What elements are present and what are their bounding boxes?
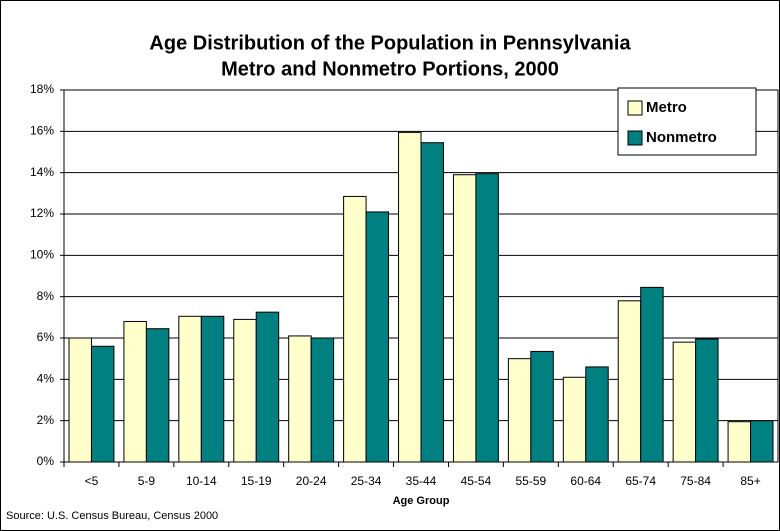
bar [475,173,499,463]
bar [233,318,257,463]
x-tick-label: <5 [85,474,99,488]
y-tick-label: 12% [30,206,54,220]
x-tick-label: 55-59 [515,474,546,488]
y-tick-label: 0% [37,454,55,468]
x-axis-label: Age Group [393,495,450,507]
bar [672,341,697,463]
x-tick-label: 45-54 [461,474,492,488]
bar [68,337,92,463]
chart-title: Metro and Nonmetro Portions, 2000 [221,58,559,80]
bar [145,328,170,463]
bar [727,421,752,463]
bar [178,315,202,463]
chart-title: Age Distribution of the Population in Pe… [149,32,631,54]
bar [585,366,609,463]
source-note: Source: U.S. Census Bureau, Census 2000 [6,510,218,522]
legend-label: Nonmetro [646,129,717,146]
bar [288,335,312,463]
x-tick-label: 10-14 [186,474,217,488]
bar [200,315,225,463]
bar [365,211,390,463]
x-tick-label: 15-19 [241,474,272,488]
x-tick-label: 60-64 [570,474,601,488]
legend-swatch [627,130,643,146]
x-tick-label: 35-44 [406,474,437,488]
y-tick-label: 18% [30,82,54,96]
bar [617,300,642,463]
legend-label: Metro [646,99,687,116]
x-tick-label: 75-84 [680,474,711,488]
bar [123,320,147,463]
y-tick-label: 6% [37,330,55,344]
bar [255,311,280,463]
y-tick-label: 14% [30,165,54,179]
bar [507,358,532,463]
x-tick-label: 85+ [740,474,760,488]
bar [398,131,422,463]
y-tick-label: 2% [37,413,55,427]
y-tick-label: 10% [30,248,54,262]
x-tick-label: 5-9 [138,474,156,488]
bar [530,350,554,463]
y-tick-label: 8% [37,289,55,303]
bar [310,337,335,463]
bar [420,142,444,463]
y-tick-label: 4% [37,372,55,386]
bar [90,345,115,463]
x-tick-label: 25-34 [351,474,382,488]
bar [343,195,367,463]
bar [452,174,477,463]
bar [640,286,664,463]
legend-swatch [627,100,643,116]
x-tick-label: 65-74 [625,474,656,488]
x-tick-label: 20-24 [296,474,327,488]
y-tick-label: 16% [30,124,54,138]
bar [695,338,719,463]
bar [750,420,774,463]
bar [562,376,587,463]
